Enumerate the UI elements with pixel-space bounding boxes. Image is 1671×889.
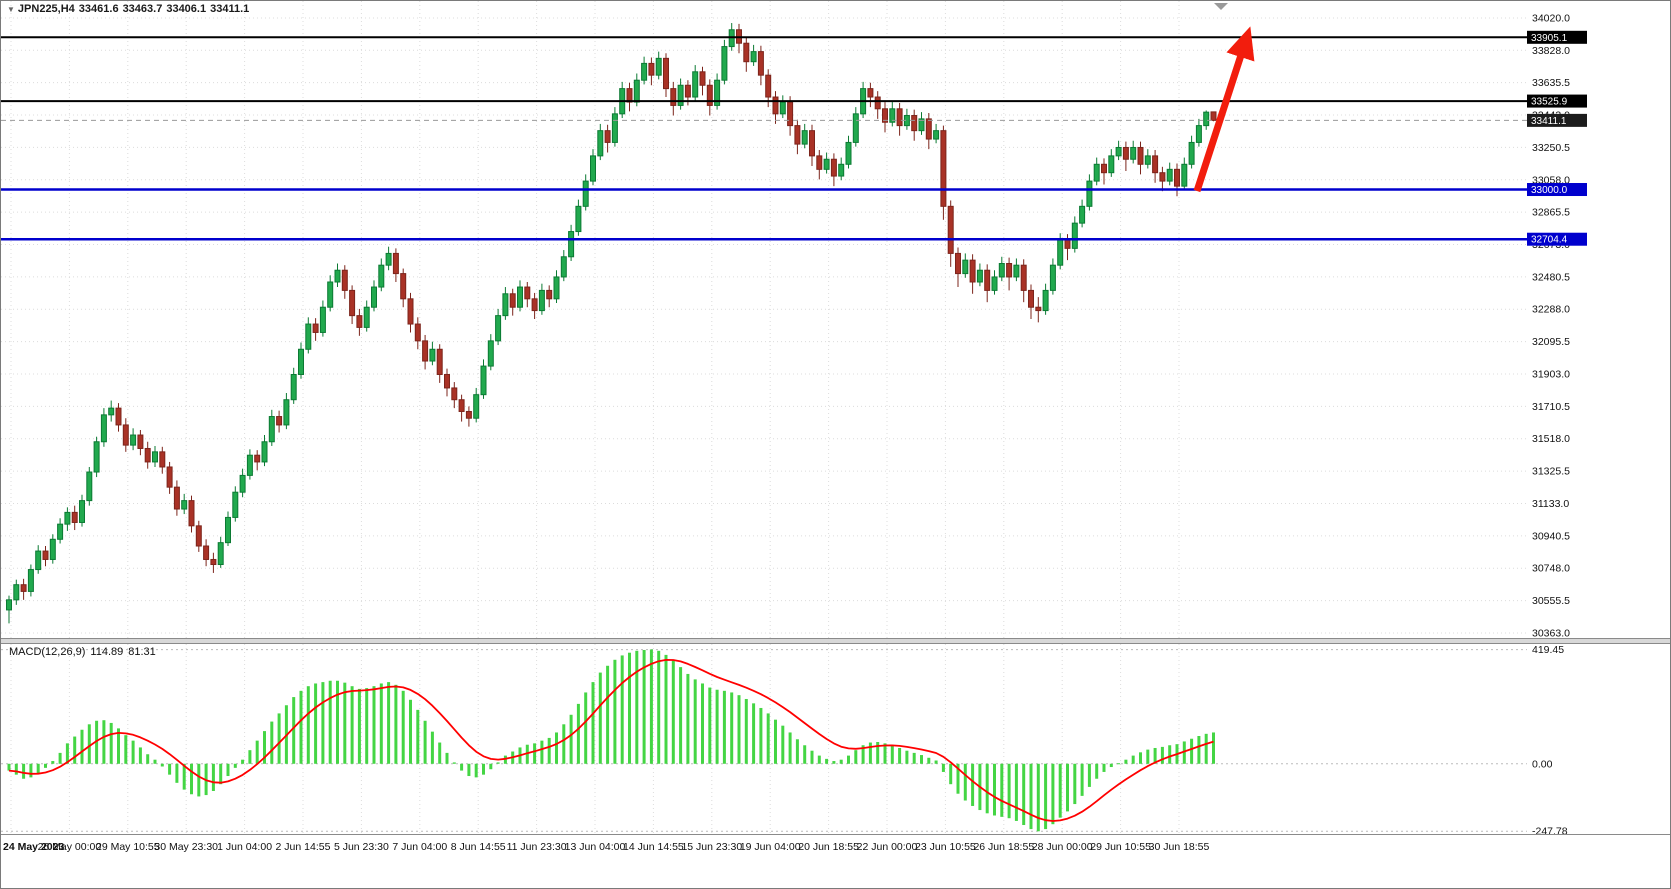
time-axis-label: 7 Jun 04:00 xyxy=(392,841,448,853)
time-axis-label: 20 Jun 18:55 xyxy=(798,841,859,853)
chart-shift-marker-icon xyxy=(1214,3,1228,10)
svg-text:30363.0: 30363.0 xyxy=(1532,627,1570,638)
time-axis-label: 14 Jun 14:55 xyxy=(623,841,684,853)
panel-separator[interactable] xyxy=(1,638,1670,644)
svg-text:31325.5: 31325.5 xyxy=(1532,466,1570,478)
svg-text:419.45: 419.45 xyxy=(1532,644,1564,656)
svg-text:31710.5: 31710.5 xyxy=(1532,401,1570,413)
price-tags: 33905.1 33525.9 33411.1 33000.0 32704.4 xyxy=(1527,30,1587,246)
time-axis-label: 29 May 10:55 xyxy=(95,841,160,853)
price-chart-canvas[interactable]: 34020.033828.033635.533443.033250.533058… xyxy=(1,1,1671,638)
time-axis-label: 5 Jun 23:30 xyxy=(333,841,389,853)
svg-text:34020.0: 34020.0 xyxy=(1532,12,1570,24)
time-axis-label: 15 Jun 23:30 xyxy=(681,841,743,853)
macd-axis-labels: 419.45 0.00 -247.78 xyxy=(1,644,1568,834)
price-chart-panel[interactable]: 34020.033828.033635.533443.033250.533058… xyxy=(1,1,1671,638)
time-axis[interactable]: 24 May 2023 26 May 00:00 29 May 10:55 30 Ma… xyxy=(1,835,1670,888)
candles-layer xyxy=(6,23,1217,624)
svg-text:33411.1: 33411.1 xyxy=(1531,116,1567,127)
macd-indicator-label: MACD(12,26,9) 114.89 81.31 xyxy=(9,646,161,658)
macd-signal-line xyxy=(8,658,1214,822)
svg-text:30555.5: 30555.5 xyxy=(1532,595,1570,607)
time-axis-label: 1 Jun 04:00 xyxy=(217,841,273,853)
svg-text:33828.0: 33828.0 xyxy=(1532,45,1570,57)
macd-canvas[interactable]: 419.45 0.00 -247.78 xyxy=(1,644,1671,834)
horizontal-lines xyxy=(1,36,1527,241)
macd-signal-value: 81.31 xyxy=(128,646,156,658)
svg-text:32095.5: 32095.5 xyxy=(1532,336,1570,348)
svg-text:30748.0: 30748.0 xyxy=(1532,563,1570,575)
ohlc-open: 33461.6 xyxy=(78,3,119,15)
time-axis-label: 23 Jun 10:55 xyxy=(915,841,976,853)
time-axis-label: 11 Jun 23:30 xyxy=(506,841,567,853)
time-axis-label: 2 Jun 14:55 xyxy=(275,841,331,853)
time-axis-label: 30 Jun 18:55 xyxy=(1148,841,1210,853)
symbol-timeframe-label: JPN225,H4 xyxy=(17,3,75,15)
macd-panel[interactable]: 419.45 0.00 -247.78 xyxy=(1,644,1671,834)
ohlc-high: 33463.7 xyxy=(122,3,163,15)
macd-histogram xyxy=(7,649,1215,832)
svg-text:31518.0: 31518.0 xyxy=(1532,433,1570,445)
svg-text:0.00: 0.00 xyxy=(1532,758,1553,770)
time-axis-label: 26 May 00:00 xyxy=(37,841,102,853)
svg-text:31903.0: 31903.0 xyxy=(1532,368,1570,380)
time-axis-label: 26 Jun 18:55 xyxy=(973,841,1035,853)
svg-text:33000.0: 33000.0 xyxy=(1531,185,1568,196)
svg-text:33905.1: 33905.1 xyxy=(1531,33,1568,44)
symbol-info-bar: ▼ JPN225,H4 33461.6 33463.7 33406.1 33411.1 xyxy=(7,3,253,15)
svg-text:32288.0: 32288.0 xyxy=(1532,304,1570,316)
time-axis-label: 13 Jun 04:00 xyxy=(564,841,626,853)
macd-time-gridlines xyxy=(10,644,1180,834)
panel-separator-bottom xyxy=(1,834,1670,835)
time-axis-label: 24 May 2023 xyxy=(3,841,65,853)
time-axis-label: 22 Jun 00:00 xyxy=(856,841,918,853)
time-axis-label: 30 May 23:30 xyxy=(154,841,219,853)
macd-main-value: 114.89 xyxy=(90,646,124,658)
svg-text:-247.78: -247.78 xyxy=(1532,826,1568,834)
macd-name: MACD(12,26,9) xyxy=(9,646,86,658)
time-axis-label: 28 Jun 00:00 xyxy=(1031,841,1093,853)
ohlc-low: 33406.1 xyxy=(166,3,207,15)
time-gridlines xyxy=(10,1,1180,638)
svg-text:32480.5: 32480.5 xyxy=(1532,271,1570,283)
svg-text:33635.5: 33635.5 xyxy=(1532,77,1570,89)
time-axis-label: 8 Jun 14:55 xyxy=(450,841,506,853)
svg-text:31133.0: 31133.0 xyxy=(1532,498,1569,510)
time-axis-label: 29 Jun 10:55 xyxy=(1090,841,1151,853)
svg-text:33525.9: 33525.9 xyxy=(1531,97,1568,108)
ohlc-close: 33411.1 xyxy=(210,3,250,15)
svg-text:32865.5: 32865.5 xyxy=(1532,207,1570,219)
svg-text:33250.5: 33250.5 xyxy=(1532,142,1570,154)
svg-text:30940.5: 30940.5 xyxy=(1532,530,1570,542)
svg-text:32704.4: 32704.4 xyxy=(1531,235,1568,246)
trend-arrow xyxy=(1193,26,1255,193)
symbol-marker-icon: ▼ xyxy=(7,5,15,14)
time-axis-label: 19 Jun 04:00 xyxy=(739,841,801,853)
